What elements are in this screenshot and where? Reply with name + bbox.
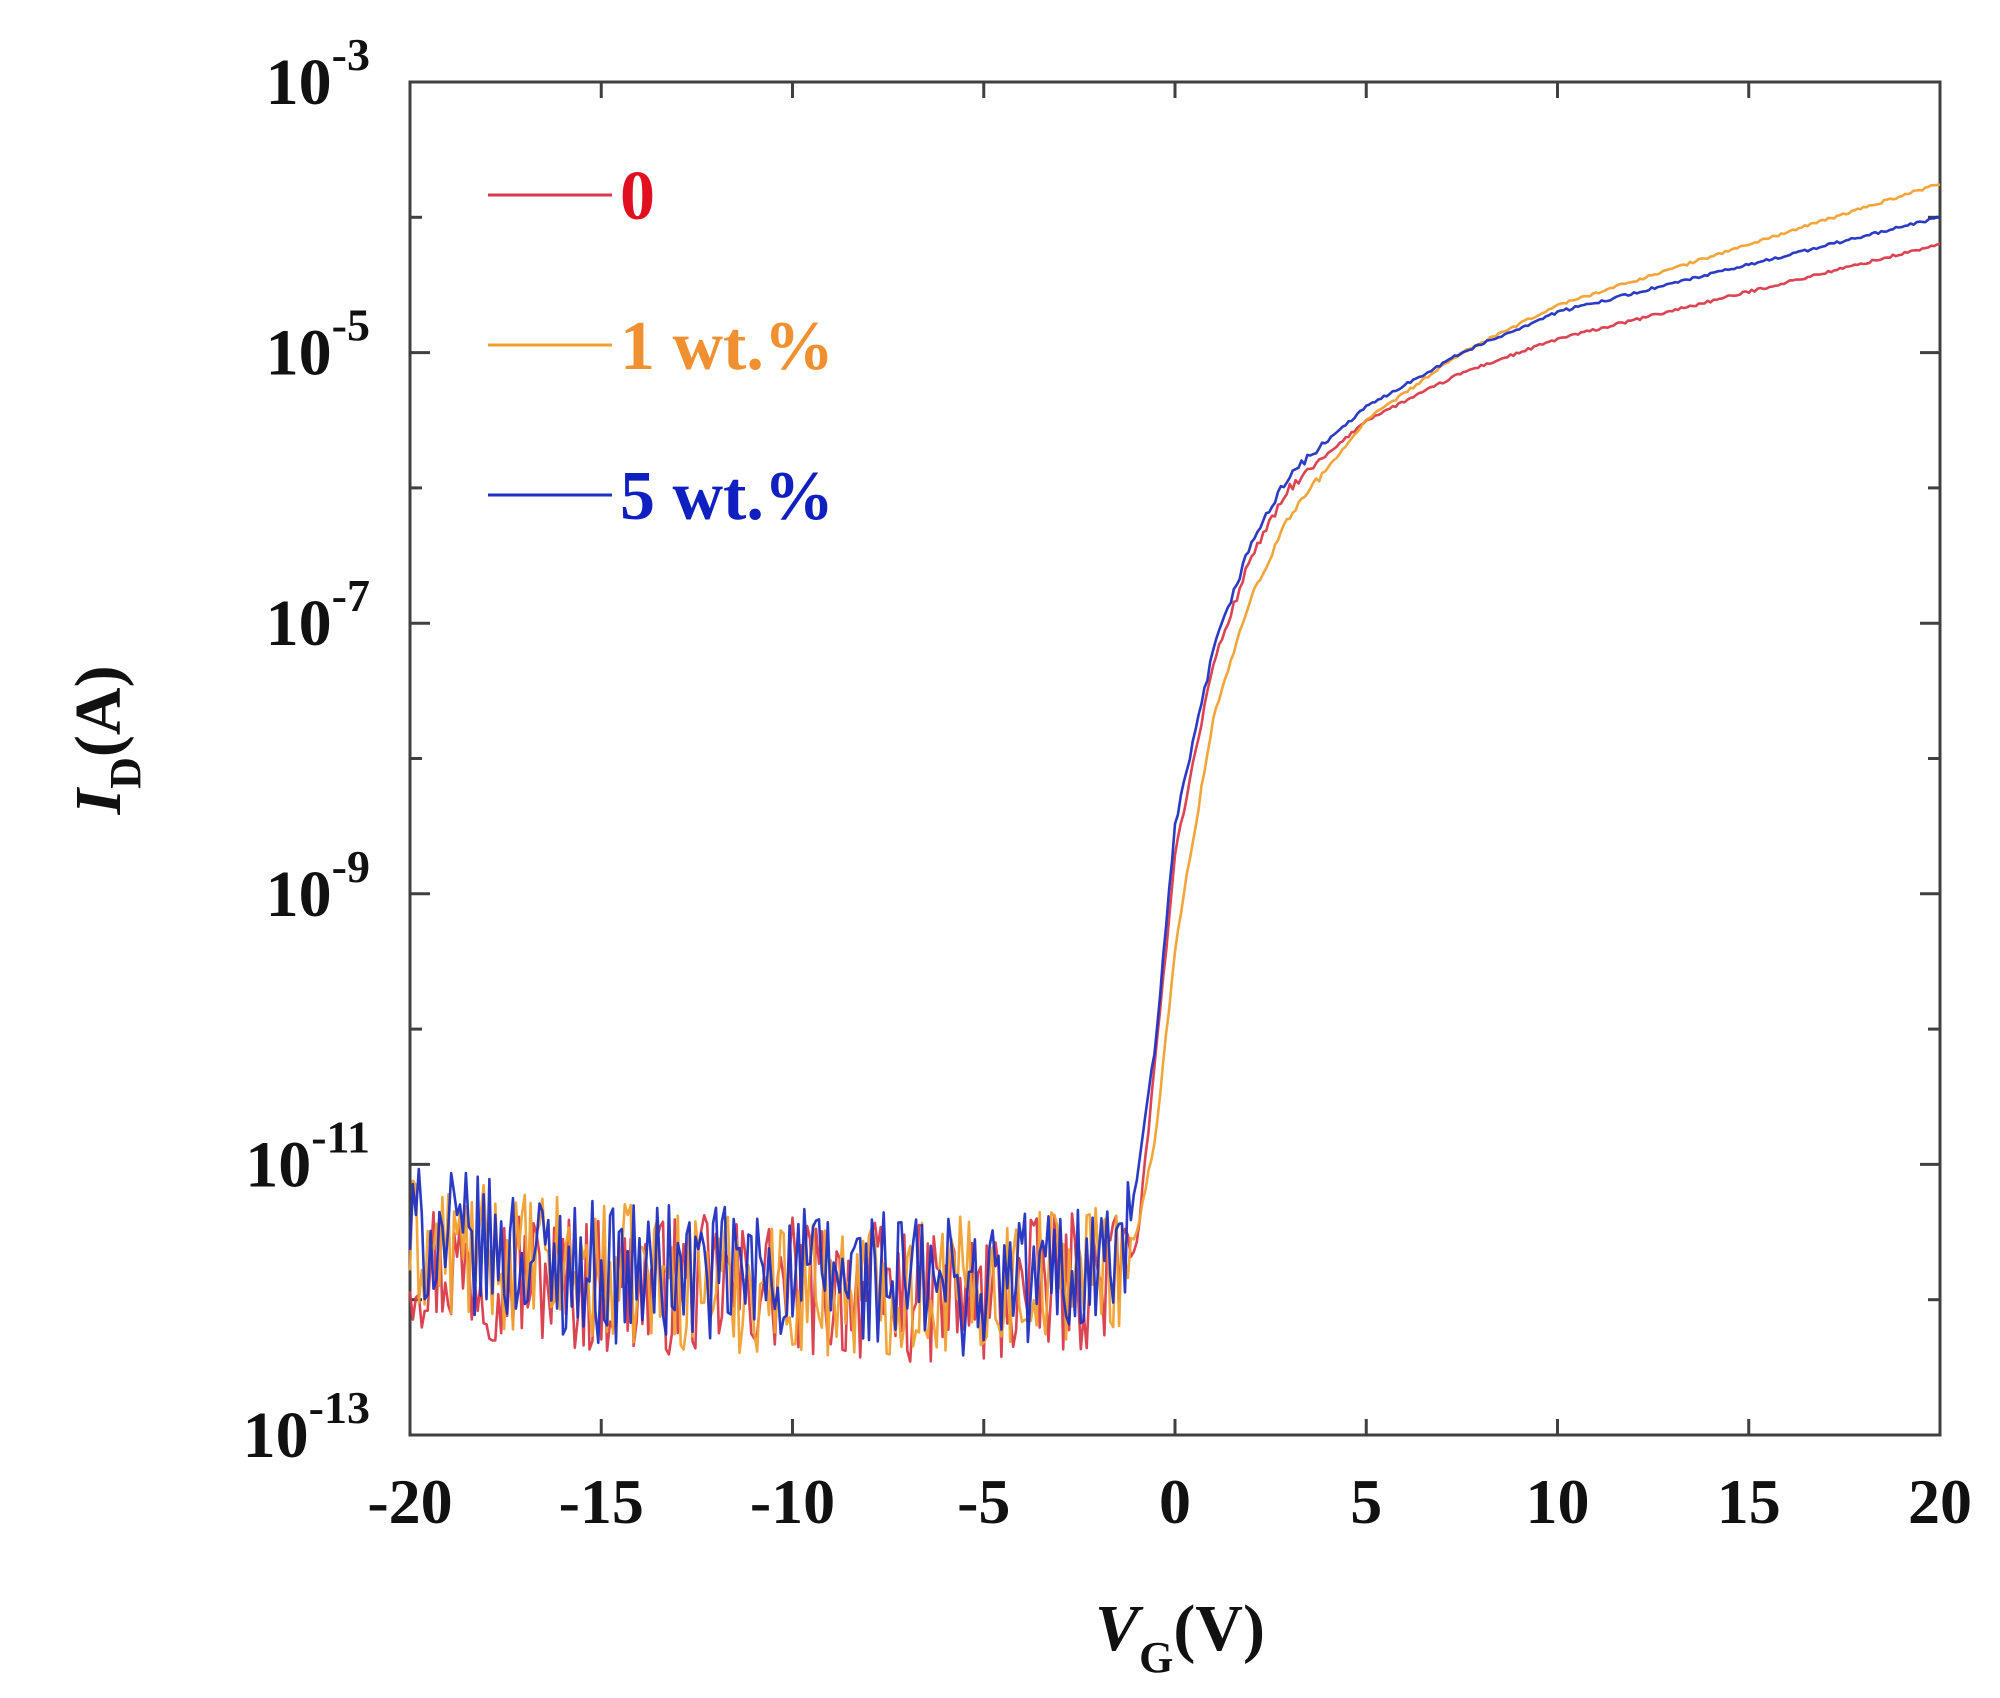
y-axis-label-unit: (A) [62, 665, 135, 757]
x-axis-label-unit: (V) [1173, 1592, 1265, 1665]
y-axis-label-main: I [62, 787, 135, 816]
legend-label-1: 1 wt.% [620, 308, 834, 385]
x-tick-label: 20 [1908, 1466, 1972, 1537]
x-tick-label: 0 [1159, 1466, 1191, 1537]
x-tick-label: 15 [1717, 1466, 1781, 1537]
y-tick-label: 10-7 [266, 570, 370, 660]
x-axis-label: VG(V) [1095, 1592, 1265, 1682]
svg-text:VG(V): VG(V) [1095, 1592, 1265, 1682]
legend-label-2: 5 wt.% [620, 458, 834, 535]
y-tick-label: 10-9 [266, 841, 370, 931]
y-axis-label: ID(A) [62, 665, 150, 815]
x-tick-label: 5 [1350, 1466, 1382, 1537]
ticks [408, 80, 1942, 1437]
x-tick-label: 10 [1526, 1466, 1590, 1537]
svg-text:ID(A): ID(A) [62, 665, 150, 815]
x-tick-label: -10 [750, 1466, 835, 1537]
x-axis-label-sub: G [1139, 1633, 1173, 1682]
y-tick-label: 10-13 [243, 1382, 370, 1472]
y-tick-label: 10-11 [245, 1111, 370, 1201]
series-line-0 [408, 242, 1941, 1363]
y-tick-label: 10-3 [266, 29, 370, 119]
legend: 0 1 wt.% 5 wt.% [488, 158, 834, 535]
legend-label-0: 0 [620, 158, 655, 235]
y-tick-label: 10-5 [266, 300, 370, 390]
series-line-2 [408, 215, 1941, 1357]
tick-labels: -20 -15 -10 -5 0 5 10 15 20 10-13 10-11 10-9 10-7 10-… [243, 29, 1972, 1537]
plot-frame [408, 80, 1942, 1437]
x-tick-label: -15 [559, 1466, 644, 1537]
x-axis-label-main: V [1095, 1592, 1144, 1665]
y-axis-label-sub: D [101, 757, 150, 789]
x-tick-label: -5 [957, 1466, 1010, 1537]
series-lines [408, 183, 1941, 1363]
series-line-1 [408, 183, 1941, 1357]
x-tick-label: -20 [367, 1466, 452, 1537]
